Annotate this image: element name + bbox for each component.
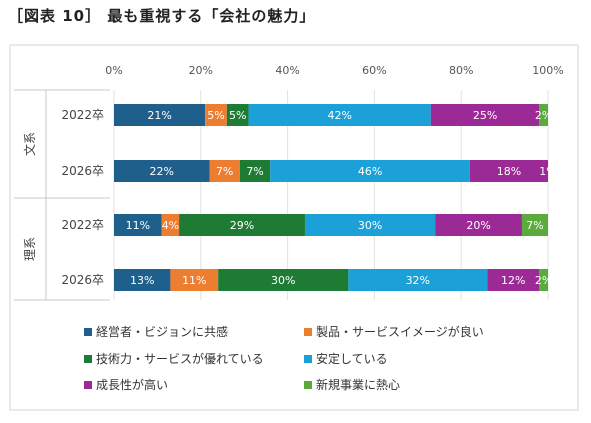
bar-segment bbox=[114, 214, 162, 236]
bar-segment bbox=[114, 160, 210, 182]
bar-segment bbox=[170, 269, 219, 291]
category-label: 2026卒 bbox=[61, 273, 104, 287]
bar-segment bbox=[304, 214, 436, 236]
data-label: 42% bbox=[327, 109, 351, 122]
data-label: 5% bbox=[207, 109, 224, 122]
bar-segment bbox=[430, 104, 540, 126]
legend-label: 成長性が高い bbox=[96, 377, 168, 392]
bar-segment bbox=[179, 214, 305, 236]
x-tick-label: 40% bbox=[275, 64, 299, 77]
bar-segment bbox=[348, 269, 488, 291]
x-tick-label: 20% bbox=[189, 64, 213, 77]
bar-segment bbox=[248, 104, 431, 126]
category-label: 2022卒 bbox=[61, 218, 104, 232]
data-label: 4% bbox=[162, 219, 179, 232]
bar-segment bbox=[539, 269, 548, 291]
x-tick-label: 0% bbox=[105, 64, 122, 77]
data-label: 25% bbox=[473, 109, 497, 122]
x-tick-label: 60% bbox=[362, 64, 386, 77]
data-label: 7% bbox=[246, 165, 263, 178]
data-label: 18% bbox=[497, 165, 521, 178]
legend-swatch bbox=[304, 381, 312, 389]
group-label: 理系 bbox=[23, 237, 37, 261]
data-label: 22% bbox=[150, 165, 174, 178]
bar-segment bbox=[435, 214, 522, 236]
data-label: 21% bbox=[147, 109, 171, 122]
category-label: 2026卒 bbox=[61, 164, 104, 178]
data-label: 29% bbox=[230, 219, 254, 232]
data-label: 1% bbox=[539, 165, 556, 178]
legend-label: 製品・サービスイメージが良い bbox=[316, 324, 484, 339]
category-label: 2022卒 bbox=[61, 108, 104, 122]
legend-swatch bbox=[304, 328, 312, 336]
bar-segment bbox=[205, 104, 227, 126]
data-label: 30% bbox=[271, 274, 295, 287]
x-axis-ticks: 0% 20% 40% 60% 80% 100% bbox=[105, 64, 563, 77]
category-labels: 2022卒 2026卒 2022卒 2026卒 bbox=[61, 108, 104, 287]
bar-segment bbox=[539, 104, 548, 126]
legend-swatch bbox=[84, 381, 92, 389]
data-label: 11% bbox=[126, 219, 150, 232]
legend-swatch bbox=[304, 355, 312, 363]
bar-segment bbox=[270, 160, 470, 182]
data-label: 7% bbox=[526, 219, 543, 232]
data-label: 13% bbox=[130, 274, 154, 287]
bar-segment bbox=[114, 104, 206, 126]
bar-segment bbox=[161, 214, 180, 236]
bar-segment bbox=[226, 104, 249, 126]
bar-segment bbox=[218, 269, 349, 291]
legend-label: 技術力・サービスが優れている bbox=[96, 351, 264, 366]
data-label: 20% bbox=[466, 219, 490, 232]
x-tick-label: 80% bbox=[449, 64, 473, 77]
bar-segment bbox=[487, 269, 540, 291]
bars: 21% 5% 5% 42% 25% 2% 22% 7% 7% 46% 18% 1% 11% 4% 29% 30… bbox=[114, 104, 557, 291]
data-label: 2% bbox=[535, 109, 552, 122]
bar-segment bbox=[114, 269, 171, 291]
bar-segment bbox=[521, 214, 548, 236]
bar-segment bbox=[209, 160, 240, 182]
legend-label: 安定している bbox=[316, 351, 388, 366]
x-tick-label: 100% bbox=[532, 64, 563, 77]
data-label: 30% bbox=[358, 219, 382, 232]
data-label: 46% bbox=[358, 165, 382, 178]
data-label: 5% bbox=[229, 109, 246, 122]
data-label: 2% bbox=[535, 274, 552, 287]
figure-title: ［図表 10］ 最も重視する「会社の魅力」 bbox=[8, 7, 316, 25]
data-label: 12% bbox=[501, 274, 525, 287]
legend-swatch bbox=[84, 355, 92, 363]
data-label: 7% bbox=[216, 165, 233, 178]
bar-segment bbox=[239, 160, 271, 182]
data-label: 11% bbox=[182, 274, 206, 287]
legend-label: 経営者・ビジョンに共感 bbox=[96, 324, 228, 339]
legend-swatch bbox=[84, 328, 92, 336]
data-label: 32% bbox=[406, 274, 430, 287]
bar-segment bbox=[469, 160, 548, 182]
legend-label: 新規事業に熱心 bbox=[316, 377, 400, 392]
group-label: 文系 bbox=[22, 132, 37, 156]
